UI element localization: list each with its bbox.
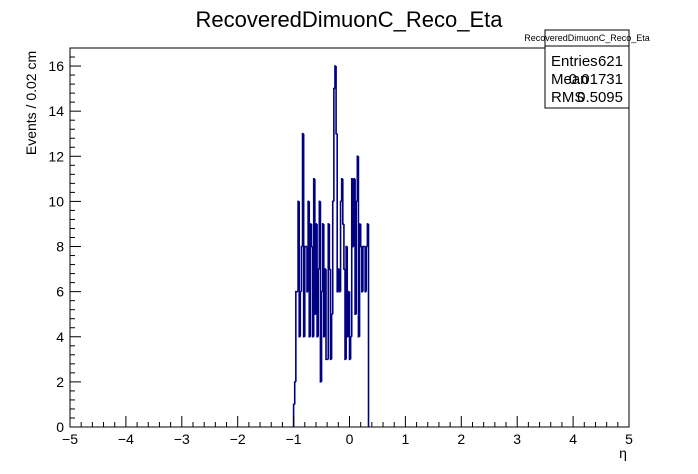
histogram-bin bbox=[310, 223, 313, 248]
histogram-bin bbox=[330, 313, 333, 360]
stats-rms-value: 0.5095 bbox=[577, 89, 623, 106]
y-tick-label: 10 bbox=[48, 193, 64, 209]
x-tick-label: −2 bbox=[230, 431, 246, 447]
histogram-bin bbox=[299, 290, 302, 337]
chart-title: RecoveredDimuonC_Reco_Eta bbox=[196, 7, 504, 32]
stats-box-title: RecoveredDimuonC_Reco_Eta bbox=[524, 33, 650, 43]
y-axis: 0 2 4 6 8 10 12 14 16 bbox=[48, 47, 81, 435]
stats-box: RecoveredDimuonC_Reco_Eta Entries 621 Me… bbox=[524, 29, 650, 109]
x-tick-label: 2 bbox=[457, 431, 465, 447]
x-tick-label: −3 bbox=[174, 431, 190, 447]
histogram-bin bbox=[343, 223, 346, 270]
x-axis-label: η bbox=[619, 445, 627, 461]
histogram-bin bbox=[293, 381, 296, 405]
stats-entries-label: Entries bbox=[551, 53, 598, 70]
histogram-bin bbox=[335, 66, 338, 135]
stats-mean-label: Mean bbox=[551, 71, 589, 88]
x-axis: −5 −4 −3 −2 −1 0 1 2 3 4 5 bbox=[62, 416, 633, 447]
stats-rms-label: RMS bbox=[551, 89, 584, 106]
histogram-bin bbox=[355, 200, 358, 315]
x-tick-label: 5 bbox=[625, 431, 633, 447]
histogram-bin bbox=[320, 290, 323, 382]
stats-mean-value: 0.01731 bbox=[569, 71, 623, 88]
x-tick-label: 1 bbox=[402, 431, 410, 447]
histogram-bin bbox=[331, 200, 334, 315]
histogram-series bbox=[292, 65, 370, 427]
histogram-bin bbox=[295, 290, 297, 382]
y-tick-label: 0 bbox=[56, 419, 64, 435]
stats-entries-value: 621 bbox=[598, 53, 623, 70]
x-tick-label: 3 bbox=[513, 431, 521, 447]
histogram-bin bbox=[362, 245, 365, 292]
y-tick-label: 12 bbox=[48, 148, 64, 164]
stats-box-frame bbox=[544, 29, 630, 109]
histogram-bin bbox=[303, 245, 306, 337]
histogram-bin bbox=[365, 245, 368, 292]
y-tick-label: 16 bbox=[48, 58, 64, 74]
histogram-bin bbox=[336, 133, 339, 293]
y-tick-label: 6 bbox=[56, 284, 64, 300]
x-tick-label: −5 bbox=[62, 431, 78, 447]
histogram-bin bbox=[333, 87, 335, 202]
x-tick-label: 0 bbox=[346, 431, 354, 447]
y-tick-label: 8 bbox=[56, 239, 64, 255]
x-tick-label: −1 bbox=[286, 431, 302, 447]
histogram-bin bbox=[349, 335, 352, 360]
y-tick-label: 4 bbox=[56, 329, 64, 345]
histogram-bin bbox=[328, 223, 331, 270]
x-tick-label: −4 bbox=[118, 431, 134, 447]
histogram-bin bbox=[300, 245, 303, 292]
y-axis-label: Events / 0.02 cm bbox=[23, 51, 39, 155]
histogram-bin bbox=[317, 268, 320, 337]
y-tick-label: 2 bbox=[56, 374, 64, 390]
x-tick-label: 4 bbox=[569, 431, 577, 447]
histogram-bin bbox=[359, 223, 362, 248]
histogram-bin bbox=[339, 200, 342, 292]
y-tick-label: 14 bbox=[48, 103, 64, 119]
histogram-bin bbox=[341, 178, 344, 225]
histogram-bin bbox=[325, 269, 328, 361]
